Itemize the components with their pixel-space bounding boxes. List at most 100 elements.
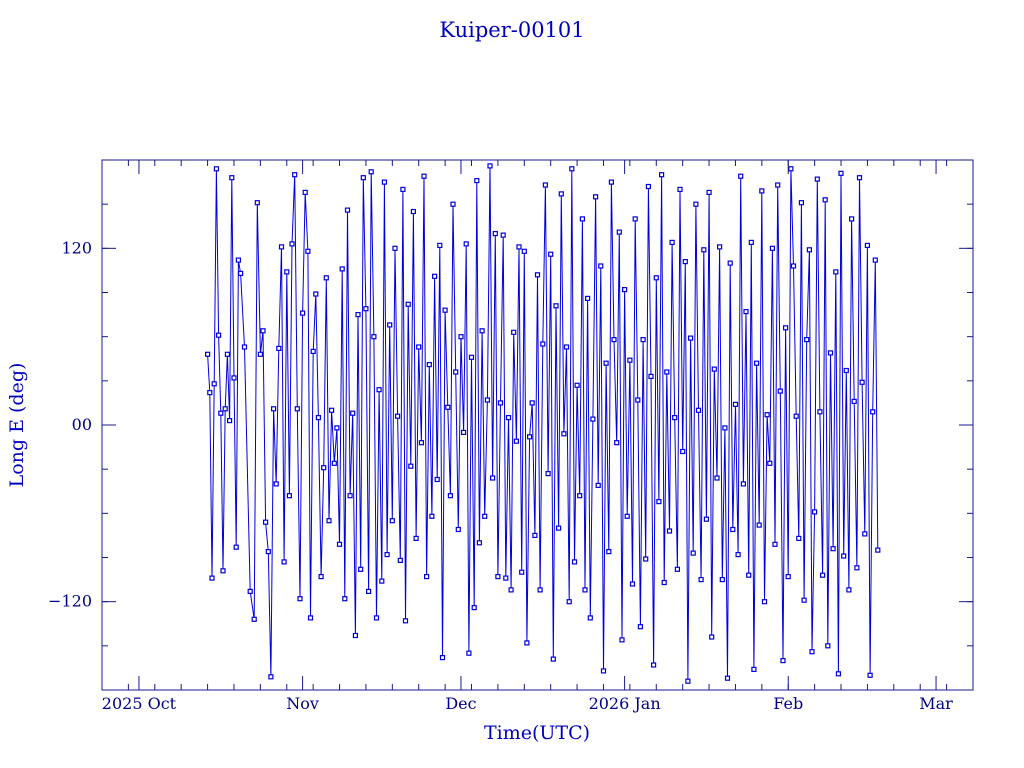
data-point	[632, 216, 638, 222]
data-point	[235, 257, 241, 263]
data-point	[263, 519, 269, 525]
data-point	[216, 332, 222, 338]
x-tick-label: Feb	[773, 694, 803, 713]
data-point	[371, 334, 377, 340]
data-point	[286, 493, 292, 499]
data-point	[690, 550, 696, 556]
x-axis-ticks: 2025 Oct Nov Dec 2026 Jan Feb Mar	[101, 160, 974, 713]
data-point	[555, 525, 562, 531]
y-tick-label: 00	[72, 415, 92, 434]
data-point	[424, 573, 430, 580]
data-point	[724, 675, 731, 681]
data-point	[621, 287, 628, 293]
data-point	[331, 460, 337, 466]
data-point	[224, 351, 230, 357]
data-point	[848, 216, 855, 222]
data-point	[511, 329, 517, 335]
data-point	[482, 513, 488, 519]
data-point	[410, 208, 416, 215]
data-point	[458, 334, 464, 340]
data-point	[664, 369, 670, 375]
data-point	[294, 406, 300, 412]
chart-title: Kuiper-00101	[439, 18, 584, 42]
data-point	[637, 624, 644, 630]
data-point	[738, 173, 744, 179]
data-point	[759, 188, 765, 194]
data-point	[508, 587, 514, 593]
data-point	[701, 247, 707, 253]
data-point	[519, 569, 525, 575]
data-point	[257, 351, 263, 357]
data-point	[233, 544, 239, 550]
data-point	[804, 337, 810, 343]
plot-area: 2025 Oct Nov Dec 2026 Jan Feb Mar −120 00 120	[48, 159, 974, 713]
data-point	[859, 379, 865, 385]
data-point	[695, 407, 702, 413]
data-point	[231, 375, 237, 381]
data-point	[421, 173, 427, 179]
data-point	[629, 581, 636, 587]
data-point	[521, 248, 527, 254]
data-point	[841, 553, 847, 559]
data-point	[537, 587, 543, 593]
data-point	[714, 475, 720, 481]
data-point	[289, 241, 295, 247]
data-point	[300, 310, 306, 316]
data-point	[352, 632, 358, 639]
data-point	[648, 373, 654, 379]
data-point	[408, 463, 414, 469]
data-point	[548, 251, 554, 257]
data-point	[769, 245, 776, 251]
data-point	[315, 415, 321, 421]
data-point	[822, 197, 828, 203]
data-point	[479, 328, 485, 334]
data-point	[643, 556, 649, 562]
data-point	[600, 668, 607, 674]
data-point	[532, 532, 538, 539]
data-point	[666, 528, 673, 534]
data-point	[680, 448, 686, 455]
data-point	[814, 176, 820, 182]
data-point	[229, 175, 235, 181]
data-point	[650, 662, 657, 668]
data-point	[205, 351, 211, 357]
data-point	[851, 398, 857, 404]
data-point	[307, 615, 314, 621]
data-point	[503, 575, 509, 581]
x-tick-label: 2026 Jan	[589, 694, 661, 713]
data-point	[764, 412, 770, 418]
data-point	[616, 229, 622, 235]
data-point	[326, 518, 332, 524]
data-point	[350, 410, 356, 416]
data-point	[455, 526, 461, 533]
data-point	[806, 247, 813, 253]
data-point	[384, 551, 390, 558]
data-point	[347, 493, 353, 499]
data-point	[577, 493, 583, 499]
data-point	[711, 366, 717, 372]
data-point	[653, 275, 659, 281]
data-point	[785, 573, 791, 580]
data-point	[405, 301, 411, 307]
data-point	[677, 186, 683, 192]
y-axis-ticks: −120 00 120	[48, 203, 973, 647]
data-point	[495, 573, 501, 580]
data-point	[870, 409, 876, 415]
data-point	[553, 303, 559, 309]
data-point	[558, 191, 564, 197]
data-point	[207, 390, 213, 396]
data-point	[608, 179, 615, 185]
data-point	[505, 415, 512, 421]
data-point	[753, 360, 760, 366]
data-point	[292, 172, 298, 178]
data-point	[640, 337, 646, 343]
data-point	[529, 400, 535, 406]
data-point	[490, 475, 496, 481]
data-point	[381, 179, 387, 185]
data-point	[775, 182, 781, 188]
data-point	[474, 178, 480, 184]
data-point	[400, 186, 406, 192]
data-point	[376, 387, 382, 393]
data-point	[358, 566, 364, 572]
data-point	[809, 649, 815, 655]
